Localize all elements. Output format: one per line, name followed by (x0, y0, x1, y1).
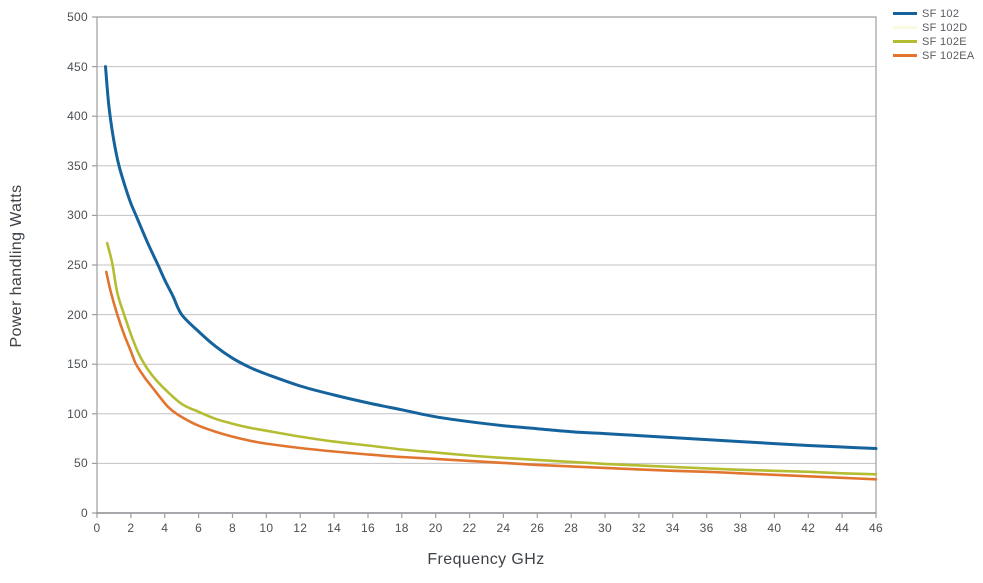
legend: SF 102 SF 102D SF 102E SF 102EA (893, 7, 975, 62)
x-tick-label: 4 (161, 521, 169, 535)
x-tick-label: 2 (127, 521, 135, 535)
x-tick-label: 34 (665, 521, 680, 535)
x-tick-label: 0 (93, 521, 101, 535)
legend-line-swatch-icon (893, 40, 917, 43)
x-tick-label: 46 (869, 521, 883, 535)
x-tick-label: 38 (733, 521, 748, 535)
y-tick-label: 100 (67, 406, 88, 421)
x-tick-label: 40 (767, 521, 782, 535)
y-tick-label: 350 (67, 158, 88, 173)
legend-item-sf-102ea: SF 102EA (893, 49, 975, 62)
x-tick-label: 26 (530, 521, 545, 535)
legend-item-sf-102e: SF 102E (893, 35, 975, 48)
x-tick-label: 24 (496, 521, 511, 535)
y-tick-label: 250 (67, 258, 88, 272)
series-line-sf-102e (105, 241, 878, 476)
legend-line-swatch-icon (893, 26, 917, 29)
y-tick-label: 0 (81, 506, 88, 520)
y-tick-label: 400 (67, 109, 88, 124)
legend-line-swatch-icon (893, 54, 917, 57)
y-tick-label: 300 (67, 208, 88, 223)
x-tick-label: 44 (835, 521, 850, 535)
y-tick-label: 450 (67, 59, 88, 74)
series-line-sf-102ea (105, 270, 878, 481)
x-tick-label: 32 (631, 521, 646, 535)
legend-item-sf-102d: SF 102D (893, 21, 975, 34)
y-tick-label: 50 (74, 456, 88, 471)
legend-label: SF 102EA (922, 49, 975, 62)
x-tick-label: 18 (394, 521, 409, 535)
x-tick-label: 16 (360, 521, 375, 535)
x-tick-label: 10 (259, 521, 274, 535)
y-tick-label: 200 (67, 307, 88, 322)
legend-label: SF 102 (922, 7, 960, 20)
y-tick-label: 150 (67, 357, 88, 372)
legend-label: SF 102D (922, 21, 968, 34)
legend-label: SF 102E (922, 35, 967, 48)
x-tick-label: 42 (801, 521, 816, 535)
x-tick-label: 36 (699, 521, 714, 535)
series-line-sf-102 (104, 65, 878, 450)
x-tick-label: 12 (293, 521, 308, 535)
y-tick-label: 500 (67, 10, 88, 24)
legend-item-sf-102: SF 102 (893, 7, 975, 20)
x-tick-label: 6 (195, 521, 203, 535)
x-tick-label: 28 (564, 521, 579, 535)
x-axis-title: Frequency GHz (427, 551, 545, 568)
x-tick-label: 22 (462, 521, 477, 535)
x-tick-label: 30 (598, 521, 612, 535)
x-tick-label: 20 (428, 521, 443, 535)
legend-line-swatch-icon (893, 12, 917, 15)
x-tick-label: 8 (228, 521, 236, 535)
x-tick-label: 14 (327, 521, 342, 535)
